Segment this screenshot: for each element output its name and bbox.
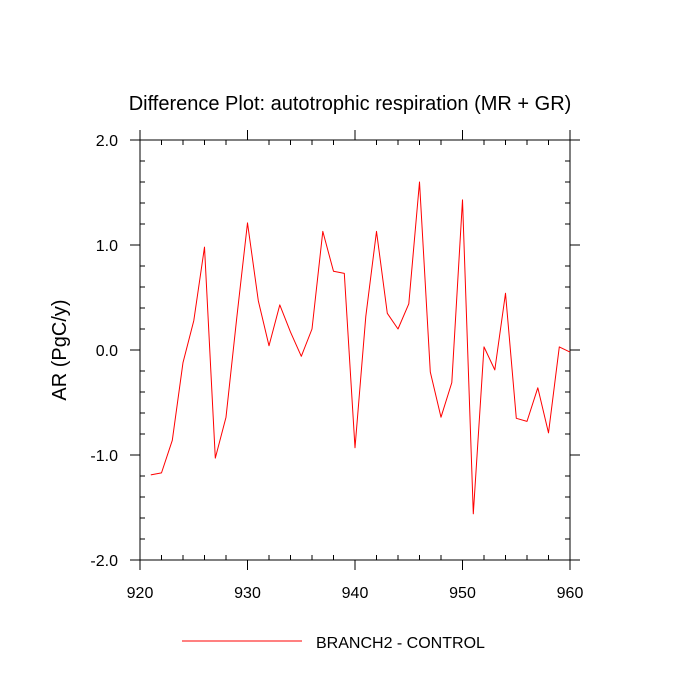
y-tick-label: 0.0 xyxy=(96,343,118,360)
x-tick-label: 960 xyxy=(557,585,584,602)
series-line xyxy=(150,181,571,515)
x-axis-tick-labels: 920 930 940 950 960 xyxy=(127,585,584,602)
y-axis-tick-labels: -2.0 -1.0 0.0 1.0 2.0 xyxy=(90,133,118,570)
plot-area: 920 930 940 950 960 -2.0 -1.0 0.0 1.0 2.0 xyxy=(90,130,583,602)
legend-label: BRANCH2 - CONTROL xyxy=(316,635,485,652)
x-tick-label: 950 xyxy=(449,585,476,602)
x-tick-label: 940 xyxy=(342,585,369,602)
y-tick-label: -1.0 xyxy=(90,448,118,465)
y-axis-label: AR (PgC/y) xyxy=(49,299,71,400)
legend: BRANCH2 - CONTROL xyxy=(182,635,485,652)
plot-frame xyxy=(139,139,571,561)
chart-title: Difference Plot: autotrophic respiration… xyxy=(129,93,572,115)
x-tick-label: 920 xyxy=(127,585,154,602)
series-group xyxy=(150,181,571,515)
axis-ticks xyxy=(130,130,580,570)
x-tick-label: 930 xyxy=(234,585,261,602)
y-tick-label: -2.0 xyxy=(90,553,118,570)
y-tick-label: 1.0 xyxy=(96,238,118,255)
y-tick-label: 2.0 xyxy=(96,133,118,150)
